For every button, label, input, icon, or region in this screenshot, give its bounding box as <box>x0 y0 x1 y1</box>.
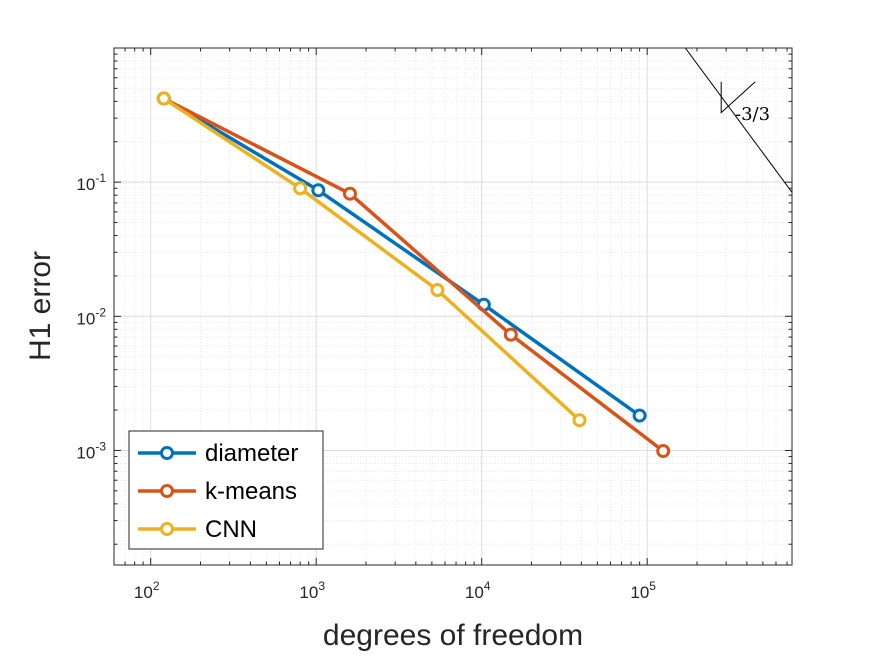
data-point-k-means <box>656 444 671 459</box>
legend-label-k-means: k-means <box>205 478 297 505</box>
slope-label: -3/3 <box>735 104 770 125</box>
x-tick-label: 105 <box>630 579 656 602</box>
legend-marker-CNN <box>160 522 174 536</box>
data-point-k-means <box>503 327 518 342</box>
x-axis-label: degrees of freedom <box>323 619 583 652</box>
slope-indicator <box>684 48 792 193</box>
data-point-CNN <box>156 91 171 106</box>
slope-reference-line <box>684 48 792 193</box>
legend-marker-k-means <box>160 484 174 498</box>
data-point-CNN <box>430 283 445 298</box>
data-point-diameter <box>311 183 326 198</box>
minor-grid <box>113 48 792 565</box>
axis-ticks <box>113 47 792 565</box>
legend-label-diameter: diameter <box>205 440 298 467</box>
y-tick-label: 10-2 <box>76 305 106 328</box>
legend-label-CNN: CNN <box>205 516 257 543</box>
data-point-CNN <box>572 413 587 428</box>
y-tick-label: 10-3 <box>76 439 106 462</box>
slope-triangle <box>720 81 756 114</box>
data-point-diameter <box>632 408 647 423</box>
data-point-CNN <box>293 181 308 196</box>
legend-marker-diameter <box>160 446 174 460</box>
x-tick-labels: 102 103 104 105 <box>134 579 656 602</box>
y-tick-label: 10-1 <box>76 171 106 194</box>
x-tick-label: 102 <box>134 579 160 602</box>
legend: diameter k-means CNN <box>128 430 324 550</box>
series-layer <box>156 91 671 459</box>
series-line-diameter <box>162 97 641 417</box>
y-axis-label: H1 error <box>24 251 57 361</box>
data-point-k-means <box>342 186 357 201</box>
x-tick-label: 104 <box>465 579 491 602</box>
y-tick-labels: 10-3 10-2 10-1 <box>76 171 106 462</box>
plot-frame <box>113 47 793 566</box>
x-tick-label: 103 <box>299 579 325 602</box>
series-line-k-means <box>163 96 665 453</box>
series-line-CNN <box>162 97 581 422</box>
